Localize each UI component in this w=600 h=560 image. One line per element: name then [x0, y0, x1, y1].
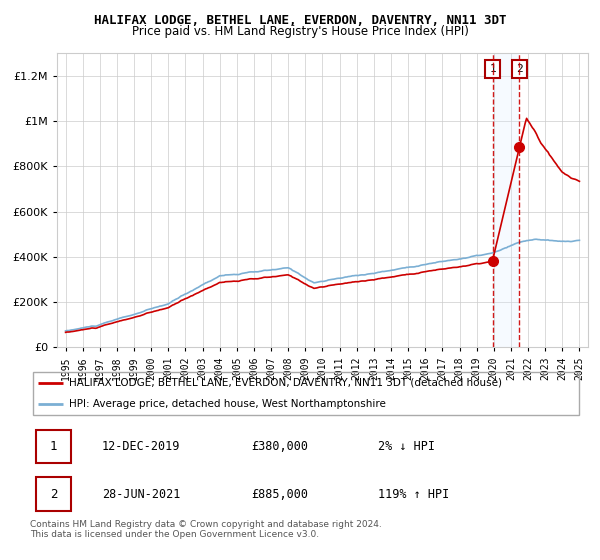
Text: £380,000: £380,000 [251, 440, 308, 453]
Text: 28-JUN-2021: 28-JUN-2021 [102, 488, 180, 501]
Text: 2: 2 [516, 64, 523, 74]
Text: 12-DEC-2019: 12-DEC-2019 [102, 440, 180, 453]
FancyBboxPatch shape [35, 430, 71, 464]
Text: 1: 1 [490, 64, 496, 74]
Text: £885,000: £885,000 [251, 488, 308, 501]
Text: HPI: Average price, detached house, West Northamptonshire: HPI: Average price, detached house, West… [68, 399, 386, 409]
Text: HALIFAX LODGE, BETHEL LANE, EVERDON, DAVENTRY, NN11 3DT: HALIFAX LODGE, BETHEL LANE, EVERDON, DAV… [94, 14, 506, 27]
Bar [493, 53, 520, 347]
Text: 119% ↑ HPI: 119% ↑ HPI [378, 488, 449, 501]
Text: Price paid vs. HM Land Registry's House Price Index (HPI): Price paid vs. HM Land Registry's House … [131, 25, 469, 38]
Text: HALIFAX LODGE, BETHEL LANE, EVERDON, DAVENTRY, NN11 3DT (detached house): HALIFAX LODGE, BETHEL LANE, EVERDON, DAV… [68, 378, 502, 388]
Text: 2% ↓ HPI: 2% ↓ HPI [378, 440, 435, 453]
Text: 2: 2 [50, 488, 57, 501]
FancyBboxPatch shape [35, 477, 71, 511]
Text: 1: 1 [50, 440, 57, 453]
Text: Contains HM Land Registry data © Crown copyright and database right 2024.
This d: Contains HM Land Registry data © Crown c… [30, 520, 382, 539]
